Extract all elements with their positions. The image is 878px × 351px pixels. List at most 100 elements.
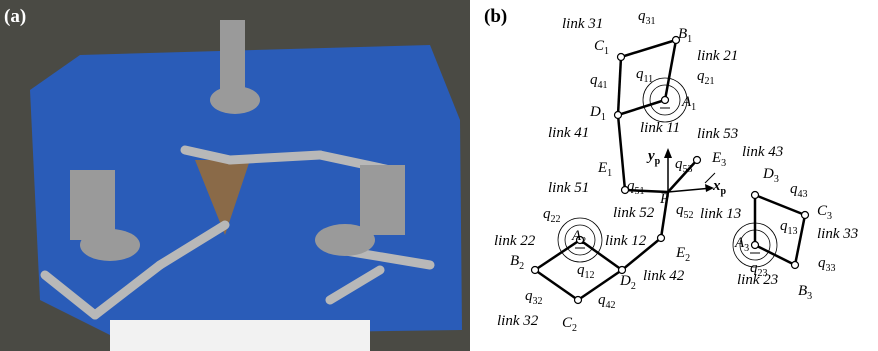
label-text: y: [646, 148, 655, 164]
label-text: link 12: [605, 233, 647, 249]
joint: [615, 112, 622, 119]
label-text: E: [675, 245, 685, 261]
label-subscript: 2: [581, 236, 586, 247]
label-text: B: [510, 253, 519, 269]
label-subscript: 41: [598, 80, 608, 91]
label-subscript: 3: [774, 174, 779, 185]
label-subscript: 12: [585, 270, 595, 281]
panel-label: (b): [484, 6, 507, 27]
label-text: D: [619, 273, 631, 289]
diagram-label: link 51: [548, 180, 589, 196]
label-subscript: 2: [685, 253, 690, 264]
joint: [752, 192, 759, 199]
figure: (a) (b) link 31C1q31B1link 21q41q11q21A1…: [0, 0, 878, 351]
diagram-label: link 41: [548, 125, 589, 141]
joint: [792, 262, 799, 269]
label-text: link 52: [613, 205, 655, 221]
label-subscript: 53: [683, 164, 693, 175]
diagram-label: E3: [711, 150, 726, 169]
diagram-label: P: [659, 191, 669, 207]
diagram-label: D1: [589, 104, 606, 123]
label-text: link 31: [562, 16, 603, 32]
label-text: link 41: [548, 125, 589, 141]
joint: [662, 97, 669, 104]
actuator: [360, 165, 405, 235]
label-subscript: 1: [687, 34, 692, 45]
diagram-label: link 22: [494, 233, 536, 249]
label-text: link 53: [697, 126, 738, 142]
diagram-label: A1: [681, 94, 696, 113]
diagram-label: q51: [627, 178, 645, 197]
label-text: link 11: [640, 120, 680, 136]
label-text: E: [597, 160, 607, 176]
diagram-label: q12: [577, 262, 595, 281]
diagram-label: q52: [676, 202, 694, 221]
x-axis: [668, 188, 712, 192]
diagram-label: link 32: [497, 313, 539, 329]
diagram-label: link 52: [613, 205, 655, 221]
diagram-label: E2: [675, 245, 690, 264]
label-subscript: 21: [705, 76, 715, 87]
diagram-label: B2: [510, 253, 524, 272]
link: [535, 240, 580, 270]
diagram-label: B3: [798, 283, 812, 302]
diagram-label: q13: [780, 218, 798, 237]
link: [618, 115, 625, 190]
link: [795, 215, 805, 265]
diagram-label: yp: [646, 148, 661, 167]
label-subscript: 13: [788, 226, 798, 237]
label-subscript: 11: [644, 74, 654, 85]
label-subscript: 1: [607, 168, 612, 179]
diagram-label: D3: [762, 166, 779, 185]
label-text: link 22: [494, 233, 536, 249]
diagram-label: q33: [818, 255, 836, 274]
diagram-label: q43: [790, 181, 808, 200]
link: [230, 155, 320, 160]
label-text: link 23: [737, 272, 778, 288]
label-text: link 32: [497, 313, 539, 329]
label-subscript: 1: [604, 46, 609, 57]
diagram-label: link 53: [697, 126, 738, 142]
label-subscript: 2: [519, 261, 524, 272]
diagram-label: q21: [697, 68, 715, 87]
joint: [694, 157, 701, 164]
label-subscript: p: [721, 186, 727, 197]
label-subscript: 42: [606, 300, 616, 311]
diagram-label: q31: [638, 8, 656, 27]
label-text: link 51: [548, 180, 589, 196]
photo: (a): [0, 0, 470, 351]
label-text: D: [589, 104, 601, 120]
label-text: E: [711, 150, 721, 166]
diagram-label: q42: [598, 292, 616, 311]
diagram-label: link 11: [640, 120, 680, 136]
label-subscript: 2: [631, 281, 636, 292]
label-subscript: 1: [691, 102, 696, 113]
diagram-label: C3: [817, 203, 832, 222]
diagram-label: B1: [678, 26, 692, 45]
diagram-label: q11: [636, 66, 653, 85]
label-subscript: 1: [601, 112, 606, 123]
link: [665, 40, 676, 100]
diagram-label: link 23: [737, 272, 778, 288]
diagram-label: q53: [675, 156, 693, 175]
diagram-label: xp: [712, 178, 727, 197]
label-text: P: [659, 191, 669, 207]
joint: [575, 297, 582, 304]
diagram-label: link 12: [605, 233, 647, 249]
label-subscript: 3: [721, 158, 726, 169]
table-edge: [110, 320, 370, 351]
joint: [752, 242, 759, 249]
label-subscript: 32: [533, 296, 543, 307]
joint: [658, 235, 665, 242]
label-text: link 42: [643, 268, 685, 284]
page: (a) (b) link 31C1q31B1link 21q41q11q21A1…: [0, 0, 878, 351]
diagram-label: link 43: [742, 144, 783, 160]
panel-label: (a): [4, 6, 26, 27]
label-text: D: [762, 166, 774, 182]
label-text: link 21: [697, 48, 738, 64]
diagram-label: E1: [597, 160, 612, 179]
label-text: link 43: [742, 144, 783, 160]
actuator: [70, 170, 115, 240]
label-subscript: 22: [551, 214, 561, 225]
link: [618, 57, 621, 115]
